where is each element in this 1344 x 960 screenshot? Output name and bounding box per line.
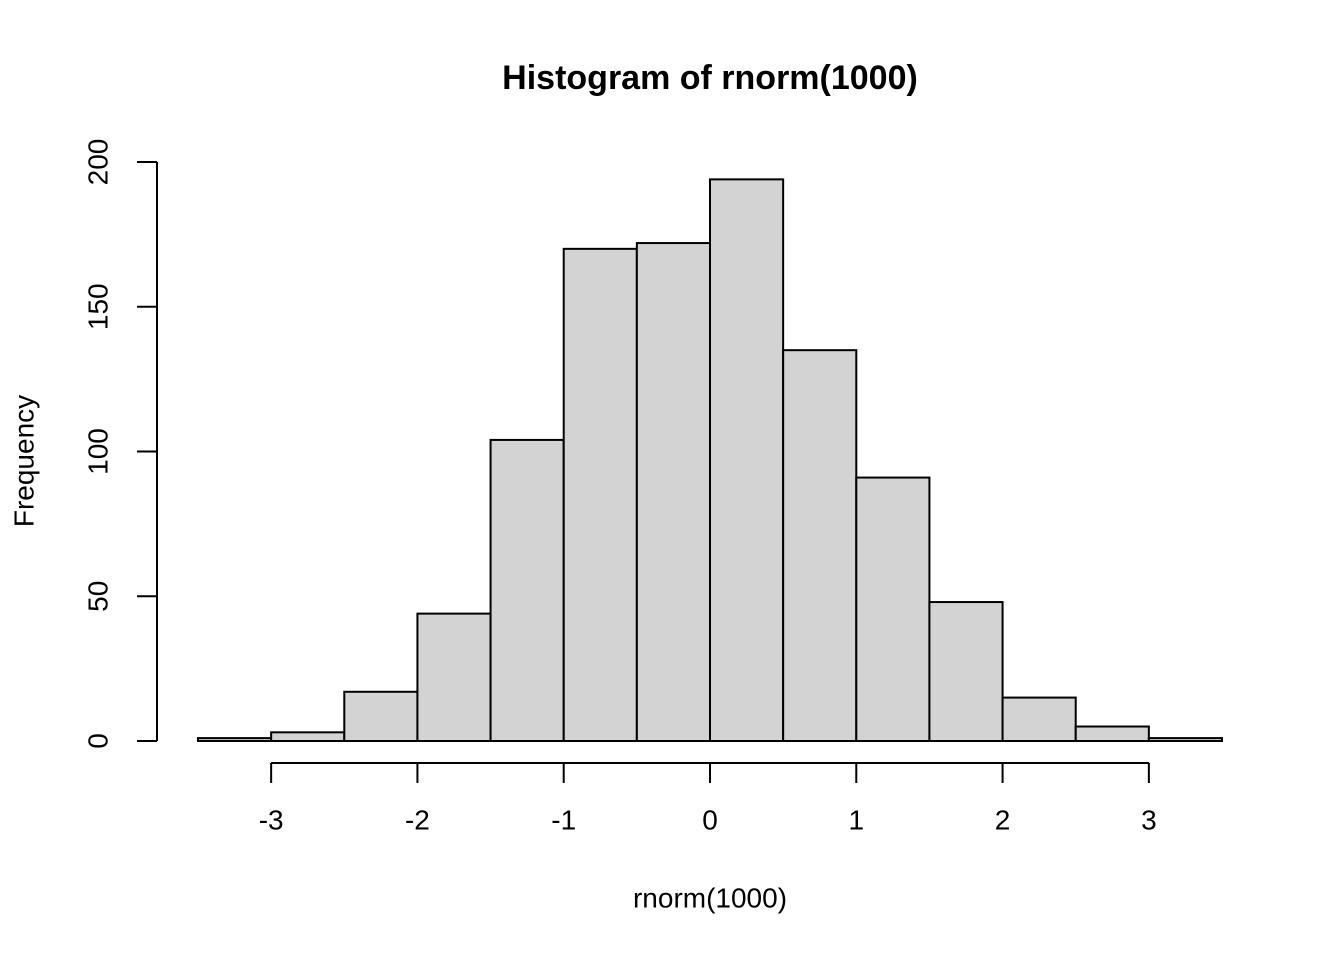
y-tick-label: 150 xyxy=(82,283,113,330)
bar xyxy=(343,690,419,742)
bar xyxy=(1074,725,1150,743)
bar xyxy=(635,242,711,742)
bar xyxy=(1001,696,1077,743)
bar xyxy=(709,178,785,742)
bar xyxy=(416,612,492,742)
y-tick-label: 50 xyxy=(82,581,113,612)
x-axis-label: rnorm(1000) xyxy=(633,882,787,913)
x-tick-label: 2 xyxy=(995,804,1011,835)
x-tick-label: 3 xyxy=(1141,804,1157,835)
x-tick-label: -1 xyxy=(551,804,576,835)
chart-title: Histogram of rnorm(1000) xyxy=(502,59,918,97)
bar xyxy=(855,476,931,742)
y-axis-label: Frequency xyxy=(8,395,39,527)
x-tick-label: 0 xyxy=(702,804,718,835)
x-tick-label: -3 xyxy=(259,804,284,835)
bar xyxy=(562,247,638,742)
x-tick-label: 1 xyxy=(848,804,864,835)
bar xyxy=(197,737,273,742)
bar xyxy=(782,349,858,742)
x-tick-label: -2 xyxy=(405,804,430,835)
bar xyxy=(928,601,1004,742)
y-tick-label: 0 xyxy=(82,733,113,749)
bar xyxy=(270,731,346,743)
bar xyxy=(1147,737,1224,742)
y-tick-label: 100 xyxy=(82,428,113,475)
y-tick-label: 200 xyxy=(82,139,113,186)
bar xyxy=(489,438,565,742)
